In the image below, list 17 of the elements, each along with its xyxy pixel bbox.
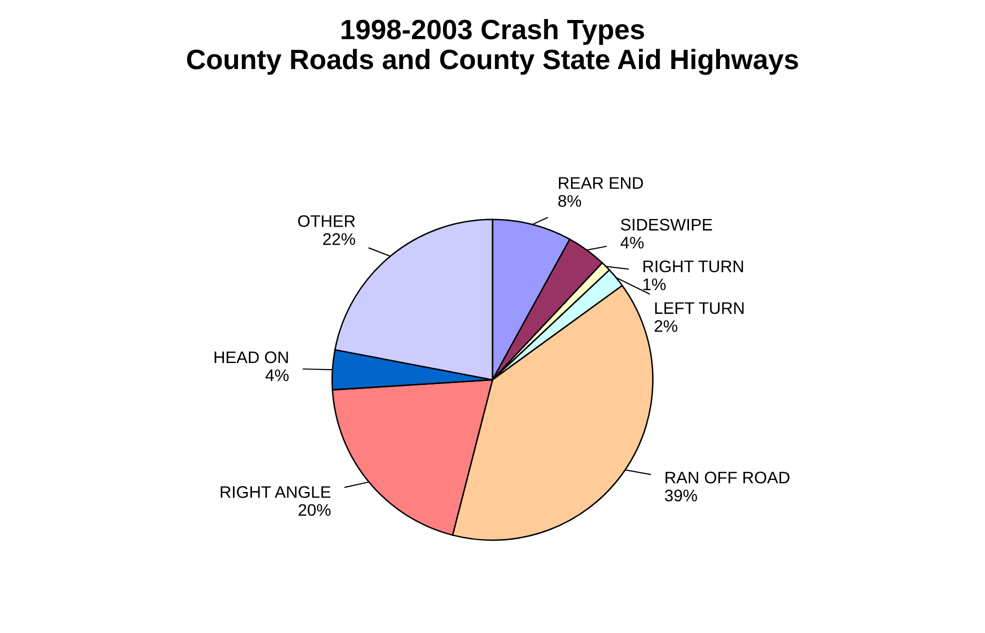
data-label: 1% <box>643 278 666 290</box>
slice-label: HEAD ON <box>214 351 288 364</box>
data-label: 22% <box>323 233 356 245</box>
data-label: 39% <box>664 490 698 502</box>
data-label: 8% <box>558 195 582 207</box>
data-label: 20% <box>298 504 331 516</box>
slice-label: RIGHT ANGLE <box>220 486 330 498</box>
slice-label: RIGHT TURN <box>644 260 743 272</box>
slice-label: OTHER <box>298 215 355 228</box>
data-label: 2% <box>654 320 678 332</box>
chart-title: 1998-2003 Crash Types County Roads and County State Aid Highways <box>187 18 798 75</box>
data-label: 4% <box>266 369 289 382</box>
data-label: 4% <box>620 236 644 248</box>
slice-label: RAN OFF ROAD <box>666 472 790 484</box>
slice-label: SIDESWIPE <box>620 218 712 231</box>
slice-label: REAR END <box>558 177 643 189</box>
slice-label: LEFT TURN <box>655 302 744 314</box>
